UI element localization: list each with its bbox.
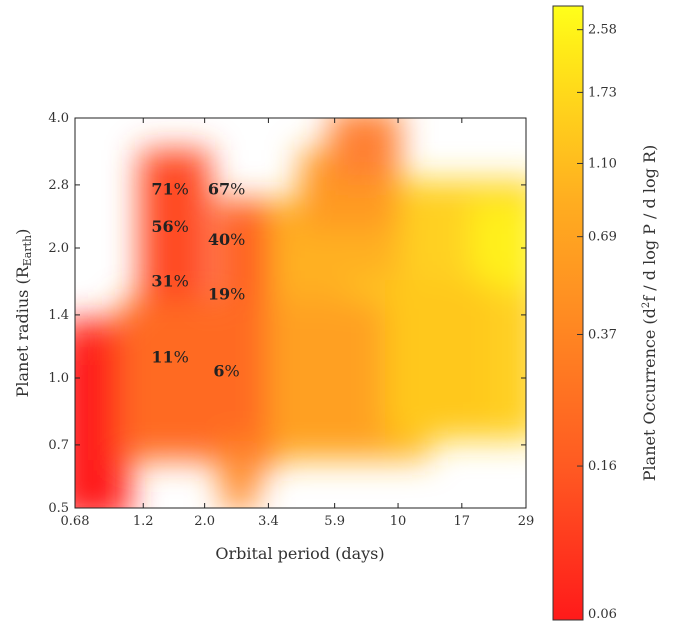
cell-annotation: 6% <box>213 362 239 381</box>
x-tick-label: 3.4 <box>258 514 279 529</box>
annotation-value: 31 <box>151 272 173 291</box>
heatmap-field <box>75 118 526 508</box>
cell-annotation: 71% <box>151 179 188 198</box>
y-tick-label: 2.8 <box>48 178 69 193</box>
y-tick-label: 0.7 <box>48 438 69 453</box>
annotation-unit: % <box>174 217 189 236</box>
y-tick-label: 2.0 <box>48 241 69 256</box>
colorbar <box>552 5 584 621</box>
annotation-unit: % <box>230 284 245 303</box>
colorbar-tick-label: 0.69 <box>588 230 617 245</box>
annotation-value: 11 <box>151 348 173 367</box>
colorbar-tick-label: 0.06 <box>588 607 617 622</box>
x-tick-label: 17 <box>454 514 471 529</box>
x-axis-ticks: 0.68 1.2 2.0 3.4 5.9 10 17 29 <box>61 118 535 529</box>
x-axis-label: Orbital period (days) <box>215 544 384 563</box>
colorbar-label: Planet Occurrence (d2f / d log P / d log… <box>640 145 659 481</box>
x-tick-label: 2.0 <box>194 514 215 529</box>
colorbar-tick-label: 0.37 <box>588 327 617 342</box>
x-tick-label: 0.68 <box>61 514 90 529</box>
annotation-value: 71 <box>151 179 173 198</box>
y-axis-label: Planet radius (REarth) <box>13 229 34 398</box>
colorbar-tick-label: 1.10 <box>588 156 617 171</box>
colorbar-tick-label: 2.58 <box>588 23 617 38</box>
annotation-unit: % <box>230 230 245 249</box>
annotation-value: 56 <box>151 217 173 236</box>
cell-annotation: 56% <box>151 217 188 236</box>
x-tick-label: 29 <box>518 514 535 529</box>
annotation-unit: % <box>174 348 189 367</box>
y-axis-ticks: 0.5 0.7 1.0 1.4 2.0 2.8 4.0 <box>48 111 526 516</box>
x-tick-label: 1.2 <box>133 514 154 529</box>
x-tick-label: 10 <box>390 514 407 529</box>
annotation-unit: % <box>230 179 245 198</box>
cell-annotation: 31% <box>151 272 188 291</box>
cell-annotation: 19% <box>208 284 245 303</box>
y-tick-label: 1.4 <box>48 308 69 323</box>
annotation-unit: % <box>174 179 189 198</box>
colorbar-ticks: 0.06 0.16 0.37 0.69 1.10 1.73 2.58 <box>577 23 617 622</box>
cell-annotation: 40% <box>208 230 245 249</box>
annotation-unit: % <box>225 362 240 381</box>
cell-annotation: 67% <box>208 179 245 198</box>
plot-frame <box>74 117 527 509</box>
cell-annotations: 71% 67%56%40%31%19%11%6% <box>151 179 245 380</box>
cell-annotation: 11% <box>151 348 188 367</box>
annotation-value: 6 <box>213 362 224 381</box>
annotation-value: 67 <box>208 179 230 198</box>
y-tick-label: 4.0 <box>48 111 69 126</box>
colorbar-tick-label: 0.16 <box>588 459 617 474</box>
y-tick-label: 0.5 <box>48 501 69 516</box>
annotation-value: 40 <box>208 230 230 249</box>
x-tick-label: 5.9 <box>324 514 345 529</box>
annotation-value: 19 <box>208 284 230 303</box>
y-tick-label: 1.0 <box>48 371 69 386</box>
colorbar-tick-label: 1.73 <box>588 85 617 100</box>
annotation-unit: % <box>174 272 189 291</box>
